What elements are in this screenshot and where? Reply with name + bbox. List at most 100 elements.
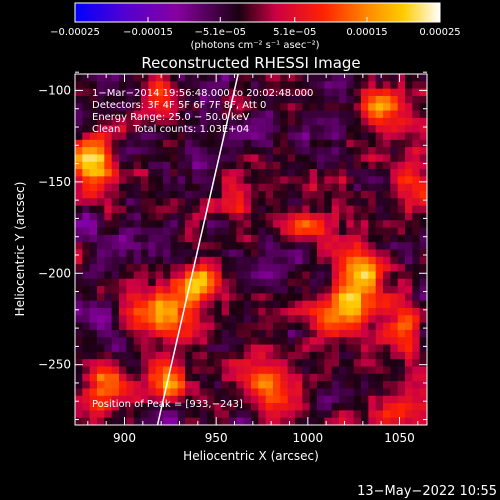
heatmap-cell	[339, 366, 347, 375]
heatmap-cell	[309, 322, 318, 331]
heatmap-cell	[126, 242, 135, 250]
heatmap-cell	[368, 191, 377, 199]
heatmap-cell	[111, 373, 120, 382]
heatmap-cell	[280, 110, 289, 119]
heatmap-cell	[346, 176, 355, 185]
heatmap-cell	[280, 417, 289, 425]
heatmap-cell	[251, 110, 259, 119]
heatmap-cell	[419, 322, 427, 331]
heatmap-cell	[75, 329, 83, 338]
heatmap-cell	[331, 249, 340, 258]
heatmap-cell	[185, 74, 193, 82]
heatmap-cell	[397, 366, 406, 375]
heatmap-cell	[207, 351, 215, 360]
heatmap-cell	[236, 410, 245, 419]
heatmap-cell	[163, 249, 171, 258]
heatmap-cell	[331, 278, 340, 287]
heatmap-cell	[383, 191, 391, 199]
heatmap-cell	[375, 329, 384, 338]
heatmap-cell	[309, 205, 318, 214]
heatmap-cell	[82, 271, 91, 280]
heatmap-cell	[111, 183, 120, 192]
heatmap-cell	[119, 359, 127, 367]
heatmap-cell	[375, 132, 384, 141]
heatmap-cell	[82, 249, 91, 258]
heatmap-cell	[346, 117, 355, 126]
heatmap-cell	[405, 359, 413, 367]
heatmap-cell	[265, 103, 274, 112]
heatmap-cell	[295, 176, 303, 185]
x-tick-label: 950	[205, 431, 228, 445]
heatmap-cell	[361, 110, 369, 119]
heatmap-cell	[155, 220, 164, 229]
heatmap-cell	[170, 81, 179, 90]
heatmap-cell	[287, 183, 296, 192]
heatmap-cell	[405, 191, 413, 199]
heatmap-cell	[148, 176, 157, 185]
heatmap-cell	[331, 344, 340, 353]
heatmap-cell	[346, 249, 355, 258]
heatmap-cell	[405, 373, 413, 382]
heatmap-cell	[317, 271, 325, 280]
heatmap-cell	[199, 344, 208, 353]
heatmap-cell	[375, 161, 384, 170]
heatmap-cell	[280, 161, 289, 170]
heatmap-cell	[324, 161, 333, 170]
heatmap-cell	[287, 88, 296, 97]
heatmap-cell	[251, 234, 259, 243]
heatmap-cell	[163, 395, 171, 404]
heatmap-cell	[170, 103, 179, 112]
heatmap-cell	[75, 351, 83, 360]
heatmap-cell	[368, 351, 377, 360]
heatmap-cell	[126, 351, 135, 360]
heatmap-cell	[397, 212, 406, 221]
heatmap-cell	[280, 278, 289, 287]
heatmap-cell	[397, 169, 406, 177]
heatmap-cell	[199, 154, 208, 163]
heatmap-cell	[280, 103, 289, 112]
heatmap-cell	[302, 388, 311, 397]
heatmap-cell	[353, 300, 362, 309]
heatmap-cell	[89, 198, 98, 207]
heatmap-cell	[141, 74, 149, 82]
heatmap-cell	[273, 344, 281, 353]
heatmap-cell	[331, 74, 340, 82]
heatmap-cell	[97, 278, 105, 287]
heatmap-cell	[243, 373, 252, 382]
heatmap-cell	[185, 183, 193, 192]
heatmap-cell	[353, 183, 362, 192]
heatmap-cell	[243, 227, 252, 236]
heatmap-cell	[280, 169, 289, 177]
heatmap-cell	[302, 198, 311, 207]
heatmap-cell	[163, 359, 171, 367]
heatmap-cell	[317, 278, 325, 287]
heatmap-cell	[280, 125, 289, 133]
heatmap-cell	[119, 88, 127, 97]
heatmap-cell	[280, 264, 289, 272]
heatmap-cell	[229, 205, 237, 214]
heatmap-cell	[89, 249, 98, 258]
heatmap-cell	[280, 234, 289, 243]
heatmap-cell	[317, 417, 325, 425]
heatmap-cell	[324, 417, 333, 425]
heatmap-cell	[141, 81, 149, 90]
heatmap-cell	[324, 308, 333, 316]
heatmap-cell	[163, 403, 171, 411]
heatmap-cell	[390, 256, 399, 265]
heatmap-cell	[111, 308, 120, 316]
heatmap-cell	[287, 264, 296, 272]
heatmap-cell	[177, 198, 186, 207]
heatmap-cell	[97, 103, 105, 112]
heatmap-cell	[126, 205, 135, 214]
heatmap-cell	[258, 256, 267, 265]
heatmap-cell	[104, 344, 113, 353]
heatmap-cell	[383, 212, 391, 221]
heatmap-cell	[148, 344, 157, 353]
heatmap-cell	[419, 388, 427, 397]
heatmap-cell	[82, 234, 91, 243]
heatmap-cell	[177, 227, 186, 236]
heatmap-cell	[192, 315, 201, 324]
heatmap-cell	[390, 147, 399, 155]
heatmap-cell	[229, 212, 237, 221]
heatmap-cell	[368, 286, 377, 294]
